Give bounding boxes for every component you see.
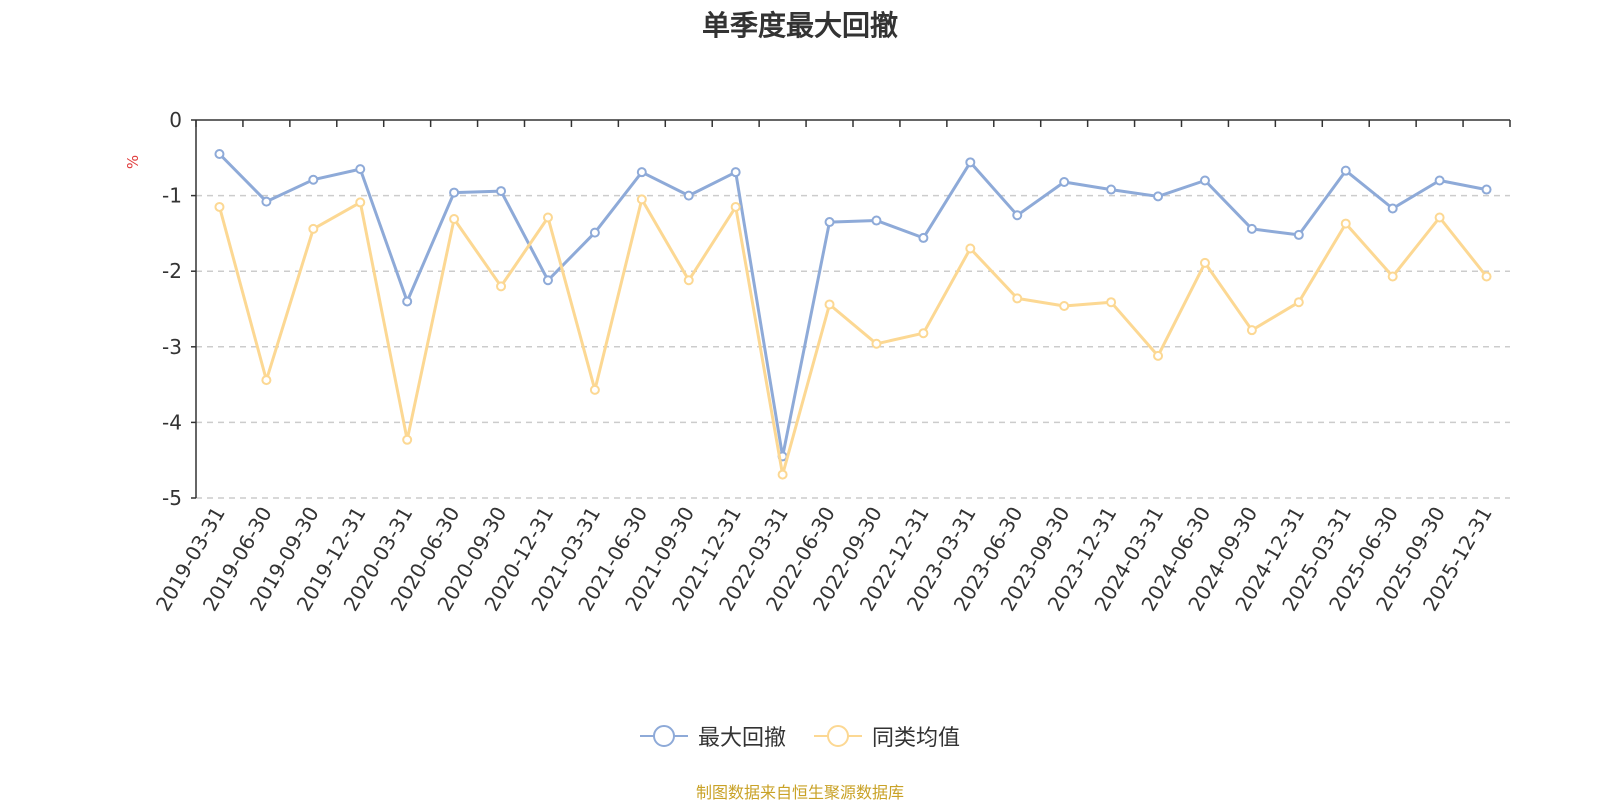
- series-line-0: [218, 152, 1487, 458]
- data-point-series-0: [871, 215, 882, 226]
- data-point-series-1: [871, 338, 882, 349]
- data-point-series-0: [730, 167, 741, 178]
- data-point-series-1: [730, 201, 741, 212]
- data-point-series-0: [824, 217, 835, 228]
- legend-marker-max-drawdown: [639, 725, 688, 747]
- data-point-series-0: [1106, 184, 1117, 195]
- data-point-series-1: [1106, 297, 1117, 308]
- y-tick-label: -1: [162, 184, 182, 208]
- data-point-series-0: [683, 190, 694, 201]
- data-point-series-1: [542, 212, 553, 223]
- y-tick-label: 0: [169, 108, 182, 132]
- data-point-series-0: [1481, 184, 1492, 195]
- legend-item-peer-average[interactable]: 同类均值: [814, 720, 960, 752]
- y-tick-label: -2: [162, 259, 182, 283]
- y-tick-label: -4: [162, 410, 182, 434]
- data-point-series-0: [1246, 223, 1257, 234]
- data-point-series-1: [824, 299, 835, 310]
- data-point-series-1: [308, 223, 319, 234]
- data-point-series-1: [1481, 271, 1492, 282]
- legend-item-max-drawdown[interactable]: 最大回撤: [639, 720, 786, 752]
- data-point-series-0: [1340, 165, 1351, 176]
- data-point-series-0: [589, 227, 600, 238]
- data-point-series-1: [683, 275, 694, 286]
- y-axis-unit-label: %: [124, 155, 142, 169]
- series-line-1: [218, 197, 1488, 477]
- data-point-series-0: [1199, 175, 1210, 186]
- data-point-series-0: [355, 164, 366, 175]
- data-point-series-1: [1246, 325, 1257, 336]
- legend-marker-peer-average: [814, 725, 862, 747]
- data-point-series-1: [1012, 293, 1023, 304]
- data-point-series-1: [1387, 271, 1398, 282]
- data-point-series-0: [918, 232, 929, 243]
- chart-title: 单季度最大回撤: [701, 9, 898, 42]
- data-point-series-1: [214, 201, 225, 212]
- data-point-series-0: [1387, 203, 1398, 214]
- data-point-series-0: [261, 196, 272, 207]
- data-point-series-0: [449, 187, 460, 198]
- data-point-series-1: [496, 281, 507, 292]
- data-point-series-0: [402, 296, 413, 307]
- data-point-series-1: [636, 194, 647, 205]
- legend-label-max-drawdown: 最大回撤: [697, 726, 786, 751]
- data-point-series-0: [965, 157, 976, 168]
- legend: 最大回撤 同类均值: [0, 720, 1600, 752]
- data-point-series-1: [589, 384, 600, 395]
- data-point-series-1: [449, 214, 460, 225]
- data-point-series-1: [777, 469, 788, 480]
- data-point-series-1: [402, 434, 413, 445]
- data-point-series-1: [965, 243, 976, 254]
- data-point-series-0: [1012, 210, 1023, 221]
- data-point-series-1: [1153, 350, 1164, 361]
- data-point-series-0: [1293, 229, 1304, 240]
- data-point-series-0: [1059, 176, 1070, 187]
- data-point-series-1: [1340, 218, 1351, 229]
- data-source-note: 制图数据来自恒生聚源数据库: [695, 783, 904, 802]
- data-point-series-1: [1199, 257, 1210, 268]
- y-tick-label: -3: [162, 335, 182, 359]
- y-tick-label: -5: [162, 486, 182, 510]
- data-point-series-0: [308, 174, 319, 185]
- legend-label-peer-average: 同类均值: [872, 726, 961, 751]
- data-point-series-1: [918, 328, 929, 339]
- data-point-series-1: [1293, 297, 1304, 308]
- data-point-series-0: [1434, 175, 1445, 186]
- data-point-series-1: [355, 197, 366, 208]
- data-point-series-0: [542, 275, 553, 286]
- data-point-series-0: [214, 149, 225, 160]
- data-point-series-0: [1153, 191, 1164, 202]
- data-point-series-0: [496, 186, 507, 197]
- data-point-series-1: [261, 375, 272, 386]
- data-point-series-0: [636, 167, 647, 178]
- data-point-series-1: [1434, 212, 1445, 223]
- data-point-series-1: [1059, 300, 1070, 311]
